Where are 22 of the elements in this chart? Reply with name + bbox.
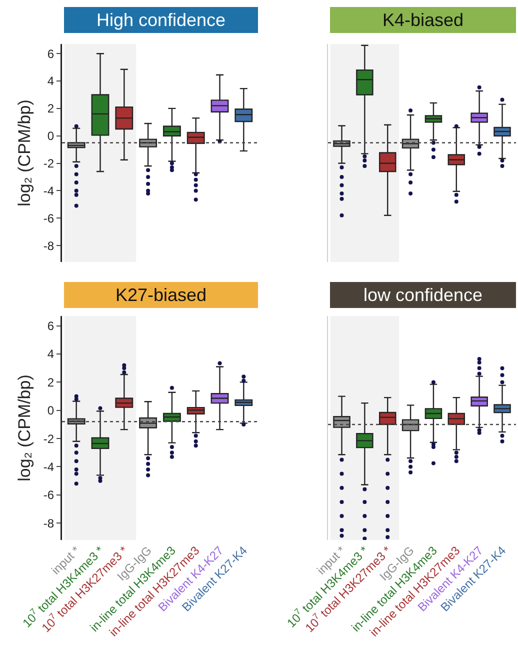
chart-title: low confidence — [330, 282, 516, 308]
y-tick-label: -6 — [43, 488, 54, 502]
y-tick-label: 4 — [47, 347, 54, 362]
y-tick-label: 2 — [47, 102, 54, 116]
y-tick-label: -2 — [43, 432, 54, 446]
y-tick-label: -6 — [43, 211, 54, 226]
y-tick-label: -4 — [43, 460, 54, 474]
y-tick-label: 0 — [47, 404, 54, 418]
y-tick-label: 6 — [47, 319, 54, 334]
chart-title: K4-biased — [330, 7, 516, 33]
y-tick-label: -8 — [43, 516, 54, 530]
y-tick-label: 4 — [47, 74, 54, 88]
y-tick-label: -2 — [43, 156, 54, 170]
y-tick-label: 0 — [47, 129, 54, 144]
y-tick-label: 2 — [47, 375, 54, 390]
chart-title: K27-biased — [64, 282, 258, 308]
y-tick-label: -8 — [43, 238, 54, 253]
y-axis-title: log₂ (CPM/bp) — [15, 100, 34, 206]
y-axis-title: log₂ (CPM/bp) — [15, 374, 34, 482]
y-tick-label: 6 — [47, 46, 54, 61]
y-tick-label: -4 — [43, 184, 54, 198]
chart-title: High confidence — [64, 7, 258, 33]
